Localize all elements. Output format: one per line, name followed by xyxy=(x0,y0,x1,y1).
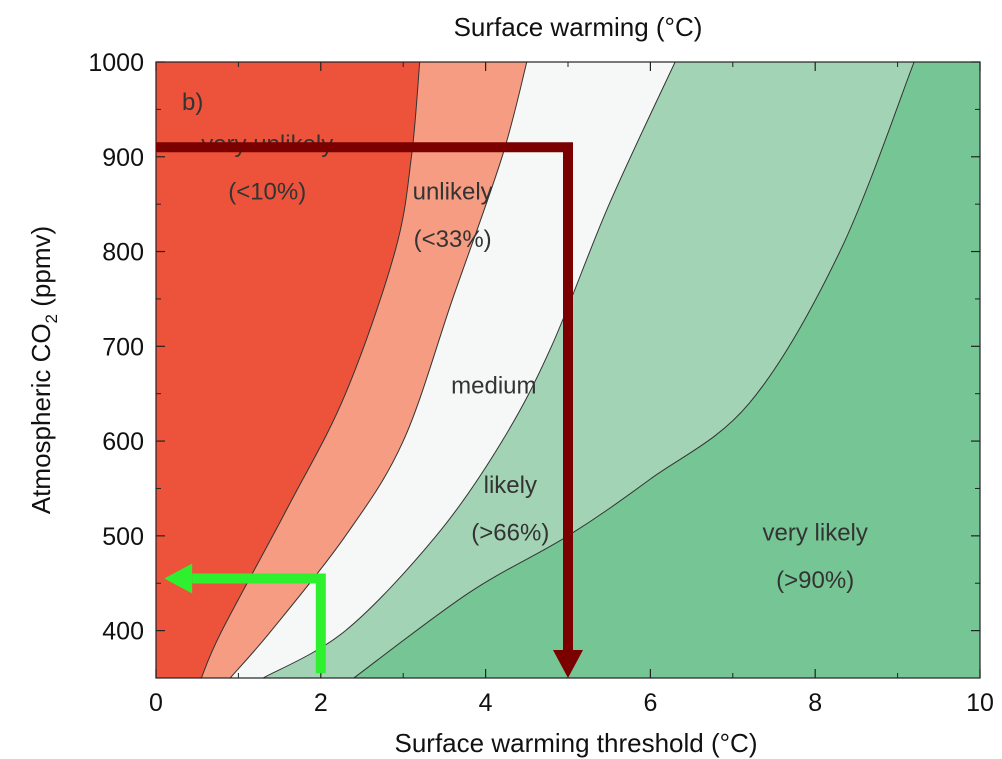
x-tick-label-2: 2 xyxy=(314,689,328,717)
y-axis-title-main: Atmospheric CO xyxy=(26,323,56,514)
y-tick-label-500: 500 xyxy=(102,523,144,551)
green-arrow-shaft xyxy=(192,573,326,674)
dark-red-arrow-head xyxy=(553,650,583,678)
contour-line-2 xyxy=(229,62,528,678)
contour-boundaries xyxy=(200,62,915,678)
region-sublabel-very-unlikely: (<10%) xyxy=(228,178,306,205)
y-tick-label-900: 900 xyxy=(102,144,144,172)
tick-labels: 0 2 4 6 8 10 400 500 600 700 800 900 1000 xyxy=(88,49,994,717)
x-tick-label-6: 6 xyxy=(643,689,657,717)
region-label-unlikely: unlikely xyxy=(413,178,493,205)
y-tick-label-700: 700 xyxy=(102,333,144,361)
y-tick-label-600: 600 xyxy=(102,428,144,456)
y-tick-label-800: 800 xyxy=(102,239,144,267)
panel-label: b) xyxy=(182,89,203,116)
y-axis-title-unit: (ppmv) xyxy=(26,226,56,314)
top-x-axis-title: Surface warming (°C) xyxy=(454,12,703,42)
x-tick-label-8: 8 xyxy=(808,689,822,717)
y-tick-label-1000: 1000 xyxy=(88,49,144,77)
x-tick-label-4: 4 xyxy=(479,689,493,717)
x-tick-label-10: 10 xyxy=(966,689,994,717)
region-label-very-likely: very likely xyxy=(763,520,868,547)
contour-line-3 xyxy=(262,62,676,678)
y-axis-title: Atmospheric CO2 (ppmv) xyxy=(26,226,61,514)
contour-line-1 xyxy=(200,62,421,678)
x-tick-label-0: 0 xyxy=(149,689,163,717)
region-very-unlikely xyxy=(156,62,420,678)
region-sublabel-likely: (>66%) xyxy=(471,520,549,547)
region-label-medium: medium xyxy=(451,373,536,400)
y-tick-label-400: 400 xyxy=(102,618,144,646)
arrows xyxy=(156,142,583,678)
region-label-likely: likely xyxy=(484,472,537,499)
region-sublabel-very-likely: (>90%) xyxy=(776,567,854,594)
region-sublabel-unlikely: (<33%) xyxy=(414,226,492,253)
x-axis-title: Surface warming threshold (°C) xyxy=(395,728,758,758)
green-arrow-head xyxy=(164,563,193,594)
contour-line-4 xyxy=(353,62,915,678)
dark-red-arrow-shaft xyxy=(156,142,573,650)
y-axis-title-subscript: 2 xyxy=(42,314,61,323)
